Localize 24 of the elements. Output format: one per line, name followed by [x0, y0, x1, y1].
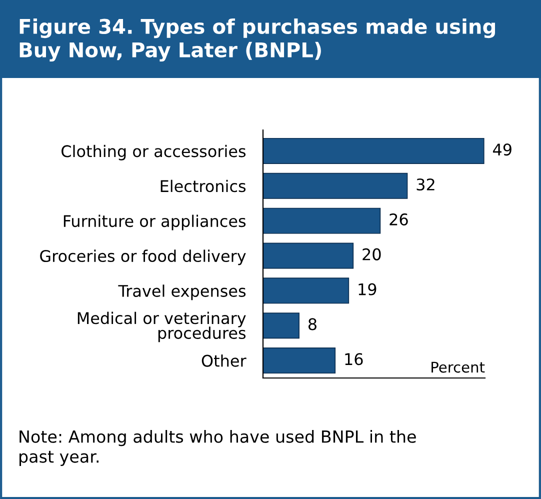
y-tick-label: Other	[202, 354, 246, 367]
data-label: 16	[345, 353, 363, 366]
data-label: 32	[416, 178, 434, 191]
bar	[263, 172, 408, 199]
y-tick-label: Travel expenses	[118, 284, 246, 300]
data-label: 8	[308, 318, 316, 330]
data-label: 20	[362, 248, 381, 260]
bar	[263, 242, 354, 269]
bar	[263, 278, 350, 304]
text: Note: Among adults who have used BNPL in the past year.	[20, 430, 416, 466]
y-tick-label: Clothing or accessories	[62, 144, 246, 160]
bar	[263, 138, 484, 164]
data-label: 49	[493, 144, 512, 156]
bar	[263, 312, 300, 339]
y-tick-label: Electronics	[160, 180, 246, 192]
y-tick-label: Groceries or food delivery	[40, 250, 246, 266]
y-tick-label: Furniture or appliances	[64, 214, 246, 230]
data-label: 19	[358, 283, 376, 296]
chart-title: Figure 34. Types of purchases made using Buy Now, Pay Later (BNPL)	[20, 18, 495, 62]
bar	[263, 348, 336, 374]
y-tick-label: Medical or veterinary procedures	[78, 312, 246, 342]
x-axis-title: Percent	[432, 362, 485, 373]
bar	[263, 208, 381, 234]
data-label: 26	[390, 213, 408, 226]
